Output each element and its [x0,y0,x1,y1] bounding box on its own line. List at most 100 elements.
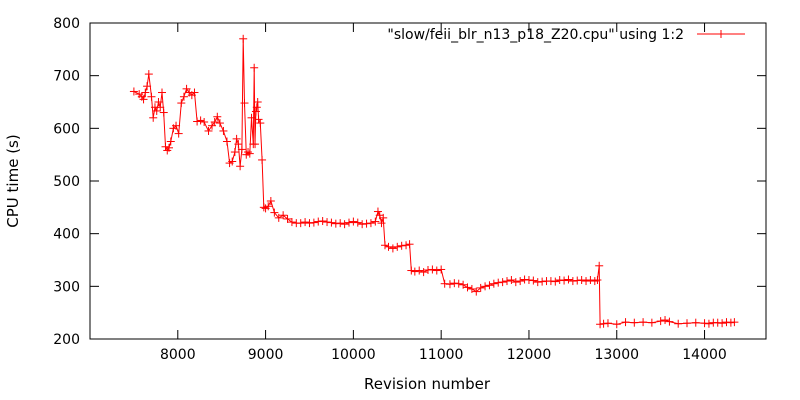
data-point [215,119,224,128]
data-point [252,103,261,112]
data-point [301,218,310,227]
data-point [305,219,314,228]
data-point [476,283,485,292]
data-point [256,119,265,128]
data-point [154,98,163,106]
data-point [172,121,181,130]
data-point [730,318,739,327]
data-point [691,318,700,327]
y-tick-label: 800 [53,16,80,32]
data-point [336,219,345,228]
data-point [358,220,367,229]
data-point [274,213,283,222]
data-point [481,282,490,291]
data-point [586,276,595,285]
data-point [373,207,382,216]
data-point [353,218,362,227]
data-point [204,126,213,135]
series-line [133,38,735,325]
data-point [250,63,259,72]
data-point [718,319,727,328]
data-point [516,277,525,286]
y-tick-label: 200 [53,332,80,348]
x-tick-label: 11000 [419,347,464,363]
data-point [432,266,441,275]
data-point [647,318,656,327]
data-point [371,217,380,226]
data-point [245,149,254,158]
data-point [200,118,209,127]
data-point [144,70,153,79]
data-point [239,34,248,43]
data-point [258,155,267,164]
legend-marker [717,30,725,38]
data-point [362,219,371,228]
data-point [656,317,665,326]
data-point [700,319,709,328]
data-point [573,276,582,285]
data-point [555,276,564,285]
data-point [259,203,268,212]
data-point [415,266,424,275]
data-point [139,95,148,104]
data-point [149,113,158,122]
data-point [603,319,612,328]
data-point [228,157,237,166]
data-point [147,92,156,101]
data-point [379,213,388,222]
data-point [450,279,459,288]
data-point [424,266,432,275]
data-point [266,197,275,206]
x-tick-label: 14000 [682,347,727,363]
data-point [454,279,463,288]
data-point [577,276,586,285]
x-axis-label: Revision number [364,375,491,393]
data-point [377,219,386,228]
data-point [287,218,296,227]
data-point [190,88,199,97]
data-point [193,117,202,126]
x-tick-label: 12000 [507,347,552,363]
data-point [264,202,273,211]
data-point [538,277,547,286]
data-point [524,276,533,285]
data-point [498,278,507,287]
plot-area-border [89,22,767,340]
data-point [157,88,166,97]
data-point [318,217,327,226]
data-point [546,277,555,286]
data-point [159,108,168,117]
data-point [520,275,529,284]
data-point [494,278,503,287]
data-point [161,142,170,151]
data-point [410,267,419,276]
data-point [612,320,621,329]
data-point [593,276,602,285]
data-point [384,242,393,251]
y-axis-label: CPU time (s) [4,134,22,227]
data-point [323,218,332,227]
data-point [630,318,639,327]
data-point [560,276,569,285]
data-point [283,214,292,223]
data-point [428,265,437,274]
data-point [156,103,165,112]
data-point [722,318,731,327]
data-point [507,276,516,285]
data-point [230,148,239,157]
data-point [459,280,468,289]
data-point [380,241,389,250]
data-point [344,218,353,227]
data-point [661,316,670,325]
data-point [327,218,336,227]
data-point [445,280,454,289]
data-point [388,244,397,253]
data-point [599,319,608,328]
data-point [485,281,494,290]
data-point [463,283,472,292]
data-point [407,266,416,275]
data-point [219,126,228,135]
data-point [440,279,449,288]
data-point [129,87,138,96]
data-point [244,148,253,157]
